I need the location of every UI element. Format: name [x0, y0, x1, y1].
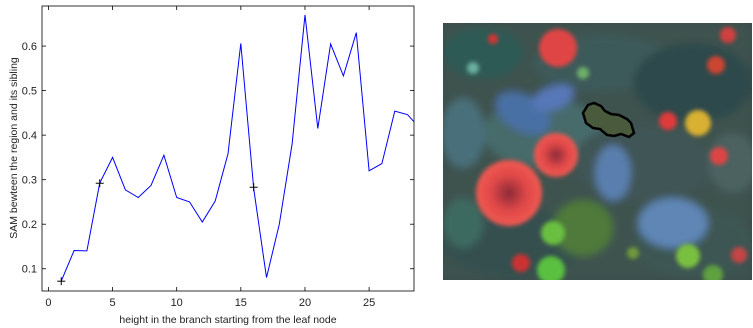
plus-marker	[57, 277, 66, 286]
plus-marker	[249, 183, 258, 192]
y-tick-label: 0.4	[22, 130, 37, 142]
x-tick-label: 0	[45, 297, 51, 309]
y-tick-label: 0.1	[22, 264, 37, 276]
plot-area	[41, 5, 415, 292]
microscopy-image	[443, 23, 752, 280]
plus-marker	[95, 179, 104, 188]
series-line	[60, 14, 415, 282]
y-tick-label: 0.2	[22, 219, 37, 231]
x-axis-label: height in the branch starting from the l…	[119, 314, 336, 326]
x-tick-label: 5	[109, 297, 115, 309]
markers-group	[57, 179, 258, 286]
y-axis-ticks: 0.1 0.2 0.3 0.4 0.5 0.6	[22, 41, 414, 276]
x-tick-label: 15	[235, 297, 247, 309]
y-axis-label: SAM bewteen the region and its sibling	[8, 57, 20, 239]
x-tick-label: 25	[363, 297, 375, 309]
sam-line-chart: 0.1 0.2 0.3 0.4 0.5 0.6 0 5 10 15 20 25 height in …	[8, 5, 415, 326]
region-outline	[581, 101, 636, 139]
y-tick-label: 0.5	[22, 86, 37, 98]
x-tick-label: 10	[171, 297, 183, 309]
x-tick-label: 20	[299, 297, 311, 309]
y-tick-label: 0.3	[22, 175, 37, 187]
x-axis-ticks: 0 5 10 15 20 25	[45, 6, 375, 309]
y-tick-label: 0.6	[22, 41, 37, 53]
